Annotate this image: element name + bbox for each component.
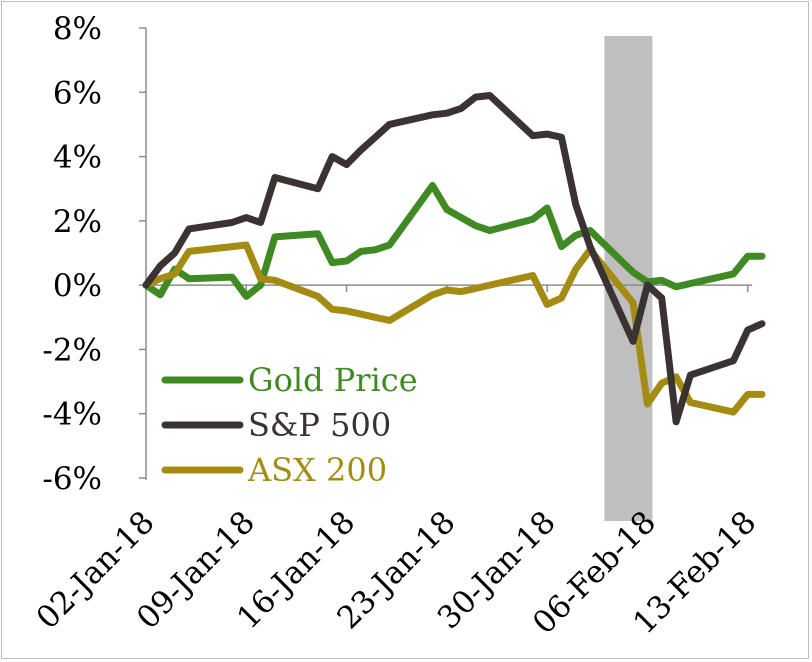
series-line-gold-price — [142, 182, 766, 300]
series-line-asx-200 — [142, 241, 766, 416]
y-tick-label: 8% — [53, 11, 102, 47]
y-tick-label: 6% — [53, 75, 102, 111]
y-tick-label: -4% — [42, 397, 102, 433]
legend-label: ASX 200 — [247, 451, 387, 489]
y-tick-label: 4% — [53, 140, 102, 176]
legend-label: Gold Price — [248, 361, 418, 399]
y-tick-label: -2% — [42, 332, 102, 368]
legend-label: S&P 500 — [248, 406, 391, 444]
y-tick-label: -6% — [42, 461, 102, 497]
series-line-s-p-500 — [142, 92, 766, 426]
y-tick-label: 2% — [53, 204, 102, 240]
y-tick-label: 0% — [53, 268, 102, 304]
